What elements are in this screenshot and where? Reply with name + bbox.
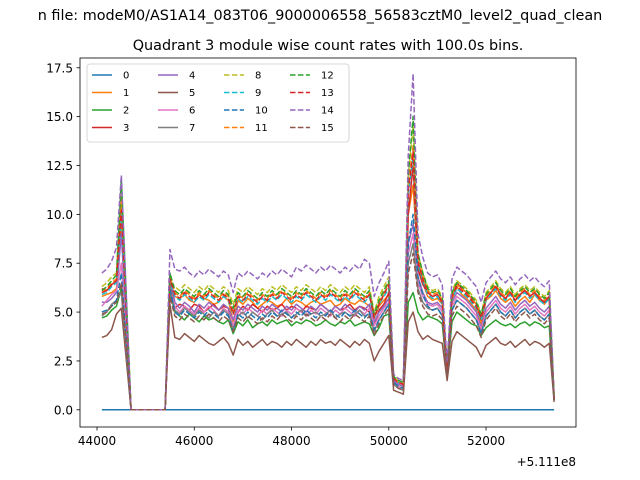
legend-label: 7: [189, 123, 195, 134]
x-offset-label: +5.111e8: [517, 455, 576, 469]
series-line-15: [101, 252, 555, 411]
legend-box: [86, 63, 350, 143]
legend-label: 9: [255, 88, 261, 99]
plot-frame: [79, 57, 577, 428]
x-tick-label: 50000: [370, 434, 408, 448]
y-axis: 0.0 2.5 5.0 7.5 10.0 12.5 15.0 17.5: [46, 61, 80, 417]
y-tick-label: 15.0: [46, 110, 73, 124]
x-axis: 44000 46000 48000 50000 52000: [78, 427, 505, 448]
series-line-9: [101, 154, 555, 411]
suptitle: n file: modeM0/AS1A14_083T06_9000006558_…: [38, 8, 603, 24]
legend-label: 14: [321, 106, 334, 117]
series-line-8: [101, 125, 555, 411]
series-lines: [101, 72, 555, 411]
legend-label: 5: [189, 88, 195, 99]
series-line-13: [101, 151, 555, 411]
x-tick-label: 44000: [78, 434, 116, 448]
legend-label: 10: [255, 106, 268, 117]
y-tick-label: 0.0: [54, 403, 73, 417]
x-tick-label: 46000: [175, 434, 213, 448]
legend-label: 0: [123, 71, 129, 82]
x-tick-label: 52000: [467, 434, 505, 448]
legend-label: 2: [123, 106, 129, 117]
series-line-14: [101, 72, 555, 411]
chart-title: Quadrant 3 module wise count rates with …: [133, 38, 524, 54]
series-line-10: [101, 213, 555, 411]
legend-label: 8: [255, 71, 261, 82]
series-line-12: [101, 115, 555, 411]
y-tick-label: 10.0: [46, 208, 73, 222]
y-tick-label: 17.5: [46, 61, 73, 75]
y-tick-label: 5.0: [54, 306, 73, 320]
legend-label: 1: [123, 88, 129, 99]
y-tick-label: 12.5: [46, 159, 73, 173]
legend-label: 15: [321, 123, 334, 134]
y-tick-label: 2.5: [54, 354, 73, 368]
legend-label: 4: [189, 71, 195, 82]
series-line-1: [101, 184, 555, 411]
legend-label: 11: [255, 123, 268, 134]
series-line-5: [101, 303, 555, 411]
series-line-6: [101, 233, 555, 411]
series-line-11: [101, 145, 555, 411]
legend-label: 6: [189, 106, 195, 117]
legend-label: 12: [321, 71, 334, 82]
legend-label: 13: [321, 88, 334, 99]
y-tick-label: 7.5: [54, 257, 73, 271]
legend-label: 3: [123, 123, 129, 134]
x-tick-label: 48000: [272, 434, 310, 448]
